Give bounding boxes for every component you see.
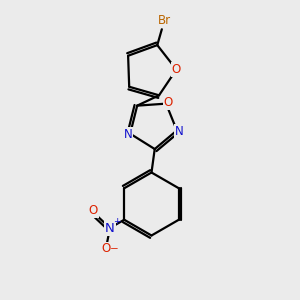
Text: O: O bbox=[89, 204, 98, 218]
Text: Br: Br bbox=[158, 14, 171, 27]
Text: O: O bbox=[102, 242, 111, 256]
Text: +: + bbox=[113, 217, 120, 226]
Text: O: O bbox=[172, 63, 181, 76]
Text: −: − bbox=[110, 244, 119, 254]
Text: N: N bbox=[123, 128, 132, 141]
Text: N: N bbox=[175, 124, 184, 138]
Text: N: N bbox=[105, 221, 115, 235]
Text: O: O bbox=[164, 96, 173, 109]
